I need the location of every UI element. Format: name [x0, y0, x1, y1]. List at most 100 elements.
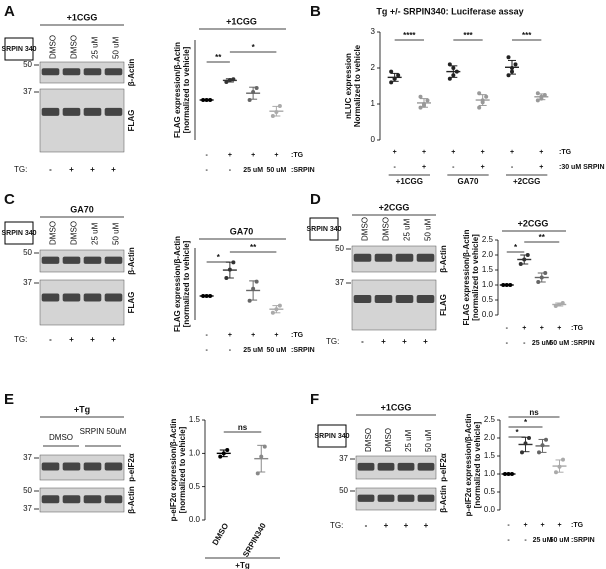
y-axis-label: [normalized to vehicle] [473, 421, 482, 508]
error-bar [508, 59, 516, 75]
blot-band [104, 495, 123, 504]
condition-value: + [228, 152, 232, 159]
condition-value: + [251, 332, 255, 339]
blot-band [83, 293, 102, 302]
lane-label: DMSO [361, 217, 370, 241]
tg-value: + [111, 165, 116, 174]
y-tick-label: 2.0 [482, 250, 494, 259]
condition-value: + [539, 164, 543, 171]
blot-band [417, 462, 435, 471]
blot-band [62, 462, 81, 471]
marker: 37 [23, 278, 32, 287]
lane-label: DMSO [49, 221, 58, 245]
blot-band [416, 295, 435, 303]
condition-label: :TG [559, 149, 572, 156]
tg-value: + [404, 521, 409, 530]
srpin-box [4, 37, 34, 61]
error-bar [449, 65, 458, 78]
condition-value: - [229, 167, 232, 174]
marker: 37 [335, 278, 344, 287]
y-tick-label: 1.0 [482, 280, 494, 289]
blot-band [374, 295, 393, 303]
lane-label: DMSO [70, 221, 79, 245]
error-bar [249, 86, 258, 100]
blot-band [62, 256, 81, 264]
error-bar [225, 78, 234, 83]
error-bar [504, 473, 513, 475]
tg-value: - [365, 521, 368, 530]
srpin-label: SRPIN 340 [1, 46, 36, 53]
y-tick-label: 3 [371, 27, 376, 36]
blot-band [374, 253, 393, 262]
marker: 37 [23, 453, 32, 462]
y-axis-label: [normalized to vehicle] [178, 426, 187, 513]
panel-label: E [4, 391, 14, 408]
tg-value: + [90, 165, 95, 174]
srpin-label: SRPIN 340 [314, 433, 349, 440]
marker: 50 [23, 60, 32, 69]
strip-label: β-Actin [127, 486, 136, 514]
significance-label: *** [522, 31, 532, 40]
x-tick-label: SRPIN340 [241, 521, 268, 559]
condition-value: - [393, 164, 396, 171]
condition-value: + [422, 164, 426, 171]
srpin-label: SRPIN 340 [1, 230, 36, 237]
blot-band [353, 295, 372, 303]
blot-band [41, 495, 60, 504]
significance-label: **** [403, 31, 416, 40]
error-bar [202, 99, 211, 101]
lane-label: DMSO [49, 35, 58, 59]
significance-label: *** [463, 31, 473, 40]
condition-label: :30 uM SRPIN [559, 164, 605, 171]
y-axis-label: [normalized to vehicle] [182, 46, 191, 133]
condition-value: - [205, 152, 208, 159]
condition-label: :TG [571, 522, 584, 529]
y-tick-label: 0.0 [189, 515, 201, 524]
x-axis-label: +Tg [235, 561, 250, 569]
tg-label: TG: [326, 337, 339, 346]
panel-label: B [310, 3, 321, 20]
error-bar [272, 305, 281, 314]
blot-band [83, 462, 102, 471]
condition-value: + [481, 149, 485, 156]
error-bar [537, 272, 546, 283]
blot-band [62, 107, 81, 116]
strip-label: p-eIF2α [127, 453, 136, 482]
condition-value: + [510, 149, 514, 156]
error-bar [478, 94, 487, 106]
lane-group: DMSO [49, 433, 73, 442]
condition-value: - [507, 537, 510, 544]
blot-band [41, 107, 60, 116]
blot-band [62, 68, 81, 76]
blot-band [83, 256, 102, 264]
condition-value: + [557, 325, 561, 332]
lane-label: 50 uM [424, 429, 433, 452]
significance-label: ** [250, 243, 257, 252]
lane-label: 25 uM [404, 429, 413, 452]
significance-label: * [217, 253, 221, 262]
tg-value: - [49, 165, 52, 174]
marker: 50 [339, 486, 348, 495]
blot-strip [355, 455, 437, 480]
blot-band [83, 68, 102, 76]
y-axis-label: [normalized to vehicle] [471, 234, 480, 321]
y-axis-label: Normalized to vehicle [353, 44, 362, 127]
data-point [247, 298, 252, 303]
condition-value: - [229, 347, 232, 354]
data-point [389, 69, 394, 74]
condition-value: 25 uM [243, 347, 263, 354]
tg-value: + [424, 521, 429, 530]
panel-label: F [310, 391, 319, 408]
srpin-box [317, 424, 347, 448]
blot-band [41, 256, 60, 264]
blot-strip [39, 249, 125, 273]
condition-value: + [522, 325, 526, 332]
data-point [418, 94, 423, 99]
tg-label: TG: [330, 521, 343, 530]
blot-band [395, 253, 414, 262]
condition-value: - [205, 332, 208, 339]
srpin-box [4, 221, 34, 245]
tg-value: - [361, 337, 364, 346]
condition-value: + [557, 522, 561, 529]
